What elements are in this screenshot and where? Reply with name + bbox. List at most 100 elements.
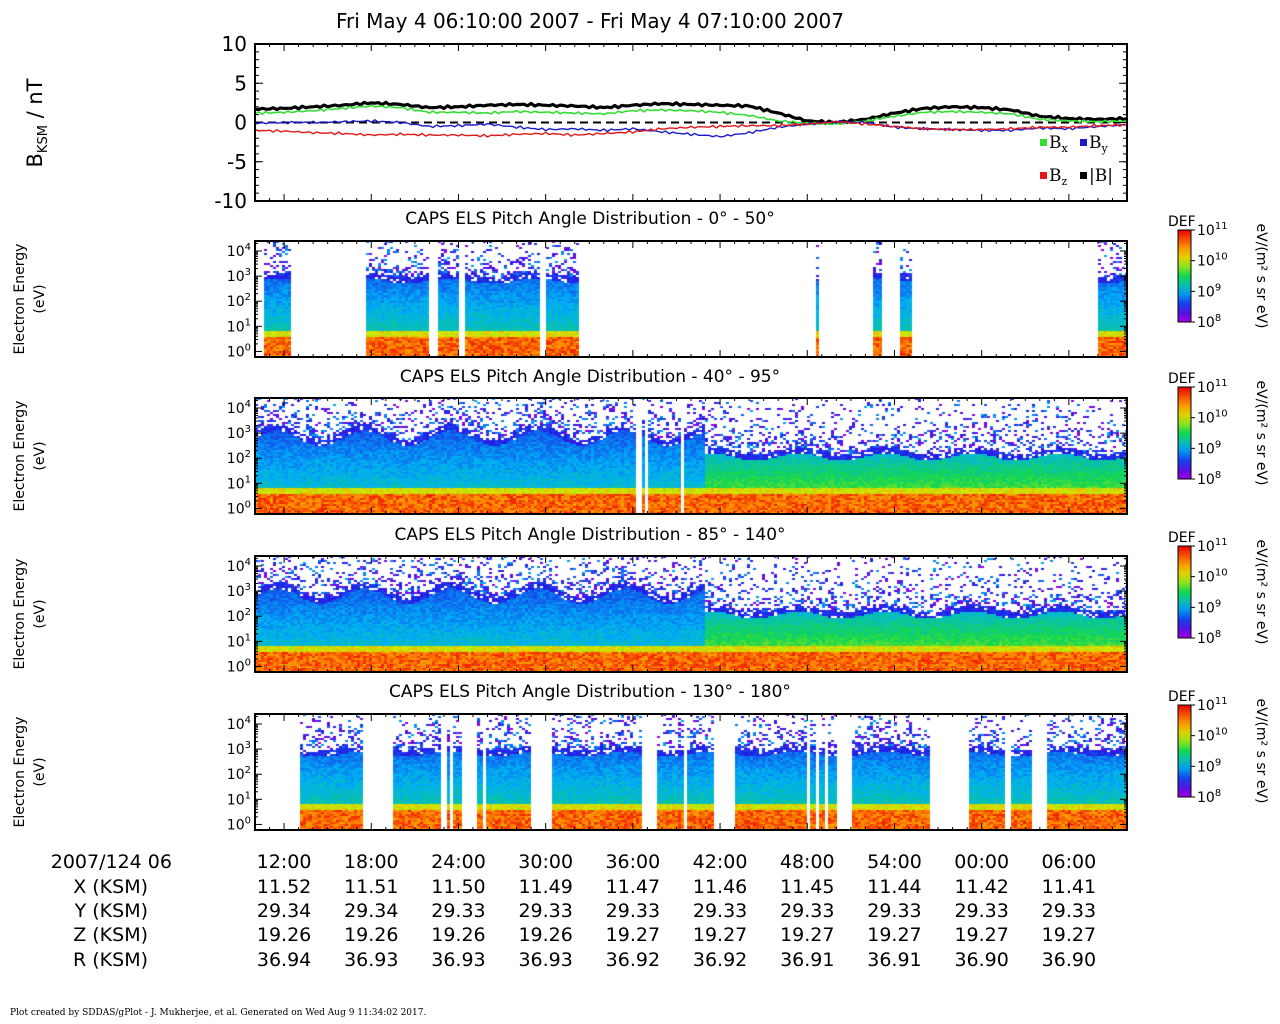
colorbar-unit: eV/(m² s sr eV)	[1253, 540, 1269, 645]
ephemeris-row-label: X (KSM)	[73, 876, 148, 898]
ephemeris-value-x: 11.44	[867, 876, 921, 898]
pitch-angle-panel-3: 100 101 102 103 104 CAPS ELS Pitch Angle Dist…	[12, 525, 1269, 675]
colorbar-tick-label: 109	[1197, 282, 1221, 300]
ephemeris-value-time: 30:00	[518, 851, 573, 873]
ephemeris-value-time: 36:00	[605, 851, 660, 873]
ephemeris-value-time: 48:00	[780, 851, 835, 873]
colorbar-tick-label: 108	[1197, 629, 1221, 647]
ephemeris-value-r: 36.92	[606, 949, 660, 971]
colorbar	[1177, 229, 1192, 323]
y-tick-label: 100	[227, 657, 251, 675]
ephemeris-value-y: 29.33	[867, 900, 921, 922]
ephemeris-value-r: 36.93	[518, 949, 572, 971]
ephemeris-value-z: 19.26	[344, 924, 398, 946]
ephemeris-value-r: 36.93	[431, 949, 485, 971]
y-axis-label: BKSM / nT	[23, 78, 51, 167]
series-line-bz	[254, 120, 1128, 138]
colorbar-tick-label: 108	[1197, 788, 1221, 806]
ephemeris-row-label: Z (KSM)	[73, 924, 148, 946]
plot-frame	[254, 555, 1128, 673]
colorbar-unit: eV/(m² s sr eV)	[1253, 381, 1269, 486]
spectrogram-image	[255, 398, 1127, 514]
ephemeris-value-y: 29.33	[431, 900, 485, 922]
ephemeris-value-z: 19.27	[867, 924, 921, 946]
y-tick-label: 104	[227, 715, 251, 733]
y-tick-label: 101	[227, 790, 251, 808]
plot-frame	[254, 43, 1128, 202]
ephemeris-value-x: 11.52	[257, 876, 311, 898]
y-tick-label: 102	[227, 449, 251, 467]
spectrogram-image	[255, 556, 1127, 672]
y-tick-label: 102	[227, 765, 251, 783]
ephemeris-value-time: 00:00	[954, 851, 1009, 873]
ephemeris-value-time: 42:00	[693, 851, 748, 873]
colorbar	[1177, 545, 1192, 639]
panel-title: CAPS ELS Pitch Angle Distribution - 85° …	[394, 525, 785, 545]
colorbar-label: DEF	[1168, 530, 1196, 546]
ephemeris-value-r: 36.91	[780, 949, 834, 971]
ephemeris-value-z: 19.27	[1042, 924, 1096, 946]
y-tick-label: 103	[227, 582, 251, 600]
spectrogram-image	[255, 241, 1127, 357]
ephemeris-value-z: 19.26	[257, 924, 311, 946]
ephemeris-value-x: 11.45	[780, 876, 834, 898]
plot-frame	[254, 397, 1128, 515]
y-tick-label: -10	[214, 189, 247, 213]
legend-label-bx: Bx	[1049, 133, 1069, 155]
legend-swatch-by	[1080, 139, 1087, 146]
colorbar-tick-label: 1011	[1197, 221, 1228, 239]
y-tick-label: 101	[227, 474, 251, 492]
series-line-by	[254, 119, 1128, 138]
ephemeris-value-z: 19.26	[518, 924, 572, 946]
y-tick-label: 101	[227, 317, 251, 335]
ephemeris-value-z: 19.26	[431, 924, 485, 946]
pitch-angle-panel-2: 100 101 102 103 104 CAPS ELS Pitch Angle Dist…	[12, 367, 1269, 517]
ephemeris-value-y: 29.34	[344, 900, 398, 922]
colorbar-tick-label: 1010	[1197, 568, 1228, 586]
ephemeris-value-y: 29.34	[257, 900, 311, 922]
ephemeris-value-z: 19.27	[780, 924, 834, 946]
panel-title: CAPS ELS Pitch Angle Distribution - 0° -…	[405, 209, 774, 229]
ephemeris-value-y: 29.33	[606, 900, 660, 922]
legend-label-by: By	[1089, 133, 1109, 155]
ephemeris-value-z: 19.27	[606, 924, 660, 946]
y-tick-label: 104	[227, 399, 251, 417]
y-axis-unit: (eV)	[32, 284, 48, 313]
y-axis-unit: (eV)	[32, 441, 48, 470]
colorbar-tick-label: 1011	[1197, 378, 1228, 396]
y-tick-label: 104	[227, 557, 251, 575]
colorbar-tick-label: 1011	[1197, 696, 1228, 714]
legend-swatch-bz	[1040, 172, 1047, 179]
ephemeris-value-y: 29.33	[954, 900, 1008, 922]
ephemeris-value-y: 29.33	[780, 900, 834, 922]
colorbar-label: DEF	[1168, 689, 1196, 705]
ephemeris-value-x: 11.50	[431, 876, 485, 898]
colorbar	[1177, 386, 1192, 480]
y-axis-label: Electron Energy	[12, 244, 28, 355]
ephemeris-value-x: 11.42	[954, 876, 1008, 898]
y-tick-label: 102	[227, 292, 251, 310]
ephemeris-value-z: 19.27	[693, 924, 747, 946]
ephemeris-value-x: 11.46	[693, 876, 747, 898]
colorbar	[1177, 704, 1192, 798]
y-axis-unit: (eV)	[32, 599, 48, 628]
panel-title: CAPS ELS Pitch Angle Distribution - 40° …	[400, 367, 780, 387]
colorbar-unit: eV/(m² s sr eV)	[1253, 699, 1269, 804]
colorbar-tick-label: 109	[1197, 598, 1221, 616]
ephemeris-value-time: 24:00	[431, 851, 486, 873]
ephemeris-row-label: 2007/124 06	[51, 851, 172, 873]
ephemeris-value-r: 36.92	[693, 949, 747, 971]
y-tick-label: 100	[227, 342, 251, 360]
legend-label-bmag: |B|	[1089, 166, 1113, 186]
legend-swatch-bx	[1040, 139, 1047, 146]
y-tick-label: 100	[227, 499, 251, 517]
ephemeris-value-r: 36.90	[954, 949, 1008, 971]
ephemeris-table: 2007/124 06 X (KSM)Y (KSM)Z (KSM) R (KSM) 1…	[51, 851, 1096, 971]
ephemeris-value-z: 19.27	[954, 924, 1008, 946]
y-axis-label: Electron Energy	[12, 717, 28, 828]
ephemeris-value-r: 36.90	[1042, 949, 1096, 971]
y-tick-label: 102	[227, 607, 251, 625]
spectrogram-image	[255, 714, 1127, 830]
ephemeris-value-x: 11.51	[344, 876, 398, 898]
